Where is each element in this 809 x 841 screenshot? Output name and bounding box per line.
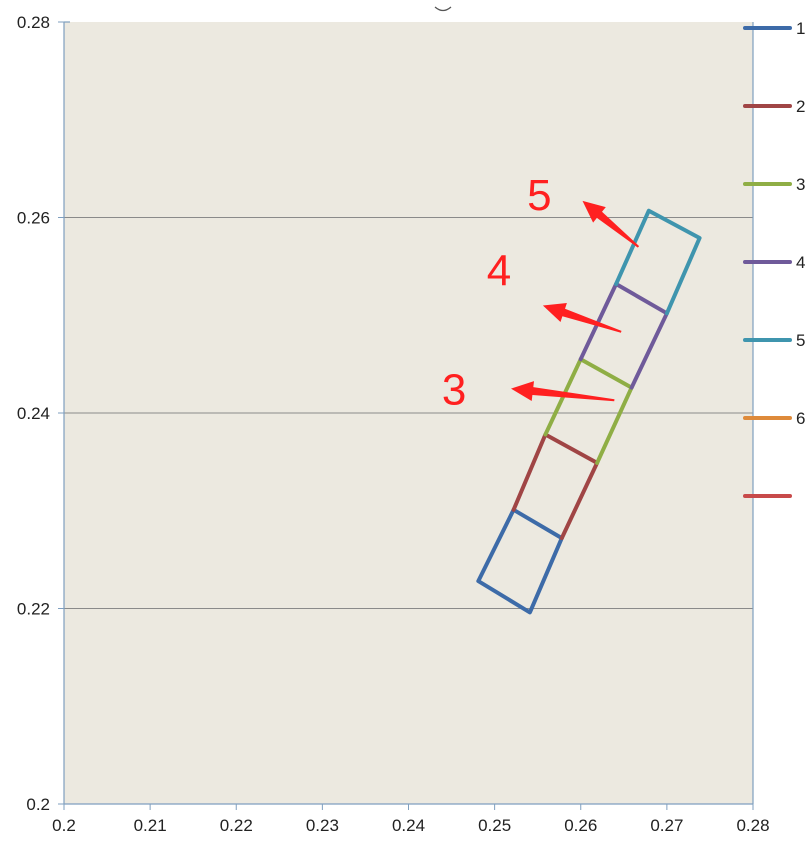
- annotation-label-4: 4: [487, 246, 511, 295]
- x-tick-label: 0.22: [220, 816, 253, 835]
- x-tick-label: 0.24: [392, 816, 425, 835]
- x-tick-label: 0.21: [134, 816, 167, 835]
- grid-layer: [64, 217, 753, 609]
- legend-label-3: 3: [796, 175, 805, 194]
- legend: 1 2 3 4 5 6: [743, 19, 805, 498]
- y-tick-label: 0.24: [17, 404, 50, 423]
- annotation-label-3: 3: [442, 366, 466, 415]
- x-tick-label: 0.28: [736, 816, 769, 835]
- annotation-label-5: 5: [527, 171, 551, 220]
- series-line-1: [476, 507, 564, 615]
- series-line-5: [614, 208, 702, 316]
- legend-label-4: 4: [796, 253, 805, 272]
- top-arc-glyph: [434, 6, 452, 12]
- annotation-arrow-5: [582, 200, 640, 248]
- x-tick-label: 0.2: [52, 816, 76, 835]
- legend-label-1: 1: [796, 19, 805, 38]
- annotation-arrow-4: [542, 303, 622, 333]
- legend-label-5: 5: [796, 331, 805, 350]
- y-tick-label: 0.22: [17, 600, 50, 619]
- x-tick-label: 0.27: [650, 816, 683, 835]
- y-tick-label: 0.28: [17, 13, 50, 32]
- y-tick-label: 0.26: [17, 209, 50, 228]
- x-tick-label: 0.25: [478, 816, 511, 835]
- legend-label-6: 6: [796, 409, 805, 428]
- legend-label-2: 2: [796, 97, 805, 116]
- axis-layer: 0.2 0.21 0.22 0.23 0.24 0.25 0.26 0.27 0.28 0.2 0.…: [17, 6, 770, 835]
- series-line-4: [578, 282, 669, 390]
- y-tick-label: 0.2: [26, 795, 50, 814]
- x-tick-label: 0.23: [306, 816, 339, 835]
- annotation-arrow-3: [511, 381, 615, 402]
- annotation-layer: 54 3: [442, 171, 640, 415]
- x-tick-label: 0.26: [564, 816, 597, 835]
- series-line-2: [511, 432, 600, 541]
